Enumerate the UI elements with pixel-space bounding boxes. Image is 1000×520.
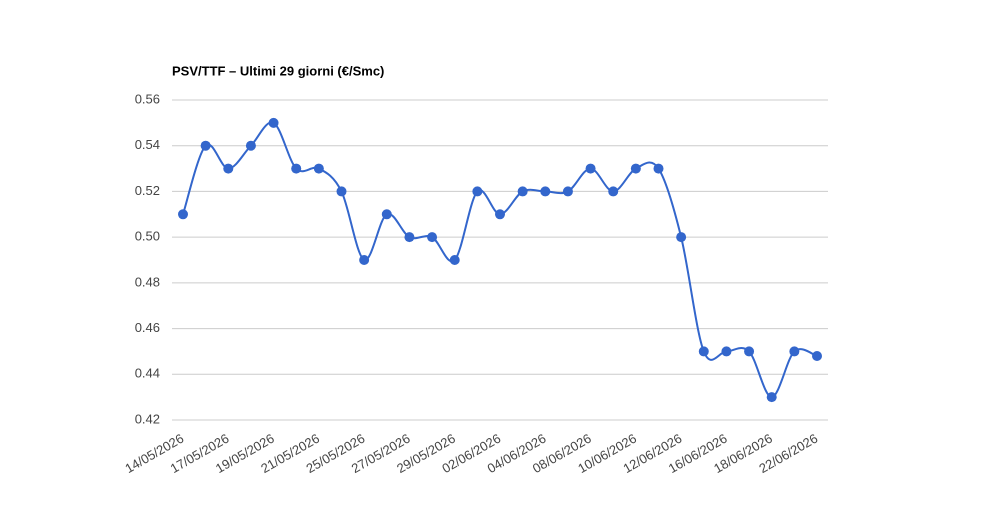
point bbox=[540, 186, 551, 197]
y-tick-label: 0.50 bbox=[135, 229, 160, 244]
point bbox=[359, 255, 370, 265]
point bbox=[653, 163, 664, 174]
point bbox=[245, 140, 256, 151]
point bbox=[517, 186, 528, 197]
point bbox=[313, 163, 324, 174]
point bbox=[336, 186, 347, 197]
y-tick-label: 0.56 bbox=[135, 91, 160, 106]
point bbox=[449, 255, 460, 265]
y-tick-label: 0.54 bbox=[135, 137, 160, 152]
point bbox=[744, 346, 755, 357]
point bbox=[676, 232, 687, 243]
chart-title: PSV/TTF – Ultimi 29 giorni (€/Smc) bbox=[172, 63, 384, 78]
y-tick-label: 0.52 bbox=[135, 183, 160, 198]
point bbox=[404, 232, 415, 243]
point bbox=[766, 392, 777, 403]
point bbox=[585, 163, 596, 174]
point bbox=[223, 163, 234, 174]
point bbox=[789, 346, 800, 357]
point bbox=[472, 186, 483, 197]
point bbox=[268, 117, 279, 128]
point bbox=[562, 186, 573, 197]
point bbox=[291, 163, 302, 174]
point bbox=[812, 351, 822, 361]
point bbox=[721, 346, 732, 357]
point bbox=[427, 232, 438, 243]
point bbox=[608, 186, 619, 197]
y-tick-label: 0.48 bbox=[135, 274, 160, 289]
point bbox=[698, 346, 709, 357]
line bbox=[182, 121, 818, 399]
point bbox=[200, 140, 211, 151]
y-tick-label: 0.42 bbox=[135, 411, 160, 426]
point bbox=[381, 209, 392, 220]
y-tick-label: 0.44 bbox=[135, 366, 160, 381]
point bbox=[178, 209, 188, 220]
point bbox=[495, 209, 505, 220]
y-tick-label: 0.46 bbox=[135, 320, 160, 335]
point bbox=[630, 163, 641, 174]
